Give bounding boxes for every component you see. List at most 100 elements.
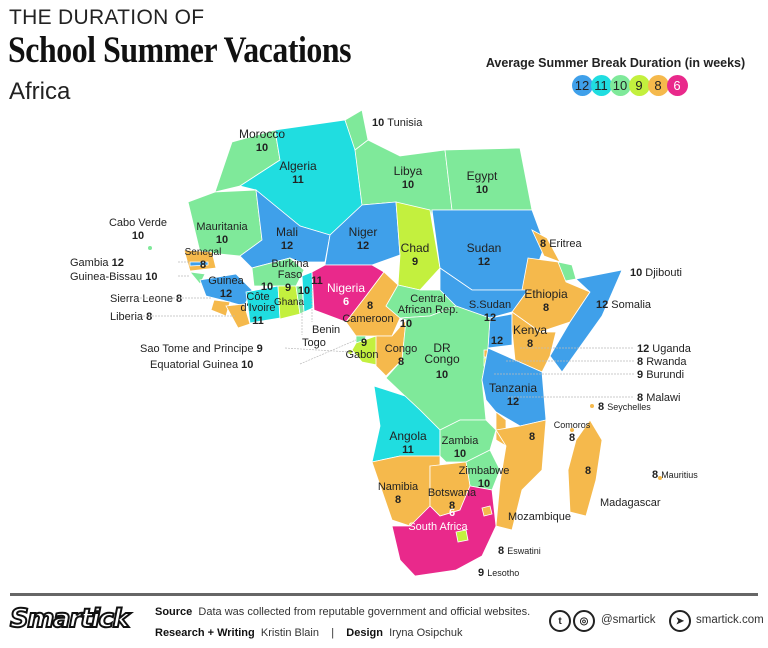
- country-label-sierra-leone: Sierra Leone 8: [110, 293, 182, 305]
- website-link[interactable]: smartick.com: [696, 614, 764, 626]
- country-value-cote-divoire: 11: [252, 315, 264, 327]
- country-value-uganda-map: 12: [491, 335, 503, 347]
- country-label-mali: Mali: [276, 225, 298, 239]
- country-label-sao-tome: Sao Tome and Principe 9: [140, 343, 263, 355]
- country-value-south-africa: 6: [449, 507, 455, 519]
- twitter-icon[interactable]: t: [549, 610, 571, 632]
- country-eswatini[interactable]: [481, 505, 493, 517]
- country-value-cabo-verde: 10: [132, 230, 144, 242]
- country-label-cabo-verde: Cabo Verde: [109, 217, 167, 229]
- island-sao-tome[interactable]: [348, 350, 352, 354]
- country-south-sudan[interactable]: [439, 267, 529, 319]
- legend-item-6: 6: [666, 75, 688, 96]
- page-title: School Summer Vacations: [8, 30, 352, 71]
- country-label-chad: Chad: [401, 241, 430, 255]
- title-kicker: THE DURATION OF: [9, 6, 205, 29]
- country-label-nigeria: Nigeria: [327, 281, 365, 295]
- country-label-car: Central: [410, 293, 445, 305]
- legend-item-11: 11: [590, 75, 612, 96]
- country-label-zambia: Zambia: [442, 435, 480, 447]
- country-label-dr-congo: DR: [433, 341, 451, 355]
- country-value-mauritania: 10: [216, 234, 228, 246]
- country-value-mali: 12: [281, 240, 293, 252]
- country-label-somalia: 12 Somalia: [596, 299, 652, 311]
- country-value-mozambique: 8: [529, 431, 535, 443]
- country-label-cote-divoire-line2: d'Ivoire: [240, 302, 275, 314]
- country-liberia[interactable]: [225, 303, 251, 329]
- country-label-car-line2: African Rep.: [398, 304, 459, 316]
- country-value-ghana: 9: [285, 282, 291, 294]
- country-value-car: 10: [400, 318, 412, 330]
- country-label-angola: Angola: [389, 429, 427, 443]
- country-lesotho[interactable]: [455, 529, 469, 543]
- country-mali[interactable]: [239, 189, 331, 269]
- research-label: Research + Writing: [155, 627, 255, 639]
- country-label-algeria: Algeria: [279, 159, 317, 173]
- country-value-nigeria: 6: [343, 296, 349, 308]
- social-handle[interactable]: @smartick: [601, 614, 656, 626]
- country-label-gabon: Gabon: [345, 349, 378, 361]
- country-chad[interactable]: [395, 201, 441, 291]
- country-label-lesotho: 9 Lesotho: [478, 567, 519, 579]
- country-label-niger: Niger: [349, 225, 378, 239]
- country-south-africa[interactable]: [391, 485, 497, 577]
- country-label-comoros: Comoros: [554, 420, 591, 430]
- country-label-rwanda: 8 Rwanda: [637, 356, 687, 368]
- country-value-ethiopia: 8: [543, 302, 549, 314]
- country-value-zambia: 10: [454, 448, 466, 460]
- country-value-namibia: 8: [395, 494, 401, 506]
- country-value-togo: 10: [298, 285, 310, 297]
- country-value-tanzania: 12: [507, 396, 519, 408]
- country-label-guinea-bissau: Guinea-Bissau 10: [70, 271, 157, 283]
- island-cabo-verde[interactable]: [148, 246, 152, 250]
- country-label-ghana: Ghana: [274, 297, 304, 308]
- region-subtitle: Africa: [9, 78, 71, 105]
- cursor-icon[interactable]: ➤: [669, 610, 691, 632]
- island-comoros[interactable]: [570, 428, 574, 432]
- country-label-mauritania: Mauritania: [196, 221, 248, 233]
- country-label-eq-guinea: Equatorial Guinea 10: [150, 359, 253, 371]
- country-label-benin: Benin: [312, 324, 340, 336]
- country-value-gabon: 9: [361, 337, 367, 349]
- instagram-icon[interactable]: ◎: [573, 610, 595, 632]
- country-label-tanzania: Tanzania: [489, 381, 537, 395]
- country-label-malawi: 8 Malawi: [637, 392, 680, 404]
- source-text: Data was collected from reputable govern…: [198, 606, 531, 618]
- legend-title: Average Summer Break Duration (in weeks): [485, 56, 746, 70]
- country-value-chad: 9: [412, 256, 418, 268]
- country-gabon[interactable]: [351, 335, 383, 367]
- country-gambia[interactable]: [189, 261, 209, 267]
- country-label-madagascar: Madagascar: [600, 497, 661, 509]
- country-label-morocco: Morocco: [239, 127, 285, 141]
- country-label-togo: Togo: [302, 337, 326, 349]
- country-label-egypt: Egypt: [467, 169, 498, 183]
- design-label: Design: [346, 627, 383, 639]
- island-seychelles[interactable]: [590, 404, 594, 408]
- country-mozambique[interactable]: [495, 419, 547, 531]
- country-eritrea[interactable]: [531, 229, 561, 263]
- country-value-kenya: 8: [527, 338, 533, 350]
- country-label-south-africa: South Africa: [408, 521, 468, 533]
- design-name: Iryna Osipchuk: [389, 627, 463, 639]
- country-label-dr-congo-line2: Congo: [424, 352, 460, 366]
- country-madagascar[interactable]: [567, 419, 603, 517]
- country-label-guinea: Guinea: [208, 275, 244, 287]
- legend: Average Summer Break Duration (in weeks)…: [478, 56, 753, 96]
- leader-line: [284, 347, 351, 353]
- island-mauritius[interactable]: [658, 476, 662, 480]
- country-label-kenya: Kenya: [513, 323, 547, 337]
- country-label-burundi: 9 Burundi: [637, 369, 684, 381]
- country-label-botswana: Botswana: [428, 487, 477, 499]
- country-label-seychelles: 8 Seychelles: [598, 401, 651, 413]
- country-benin[interactable]: [301, 271, 314, 313]
- country-value-benin: 11: [311, 275, 323, 287]
- country-value-morocco: 10: [256, 142, 268, 154]
- country-kenya[interactable]: [511, 311, 557, 373]
- country-label-eritrea: 8 Eritrea: [540, 238, 582, 250]
- country-somalia[interactable]: [549, 269, 623, 373]
- country-value-cameroon: 8: [367, 300, 373, 312]
- country-value-libya: 10: [402, 179, 414, 191]
- country-label-burkina-faso-line2: Faso: [278, 269, 302, 281]
- country-label-namibia: Namibia: [378, 481, 419, 493]
